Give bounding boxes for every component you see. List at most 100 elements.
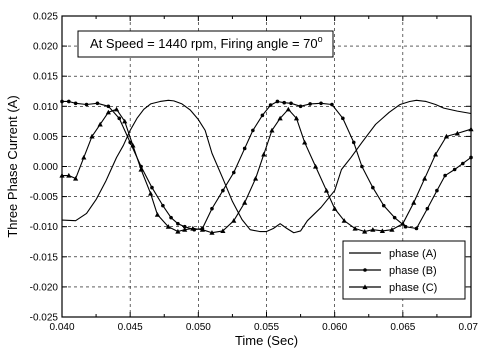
data-point bbox=[289, 101, 293, 106]
x-tick-label: 0.050 bbox=[186, 322, 211, 333]
y-tick-label: -0.015 bbox=[30, 252, 59, 263]
legend: phase (A) phase (B) phase (C) bbox=[342, 240, 466, 300]
data-point bbox=[461, 161, 465, 166]
data-point bbox=[293, 115, 300, 121]
data-point bbox=[113, 106, 120, 112]
data-point bbox=[190, 225, 196, 231]
data-point bbox=[363, 268, 367, 272]
data-point bbox=[360, 164, 364, 169]
data-point bbox=[403, 224, 408, 229]
x-axis: 0.040 0.045 0.050 0.055 0.060 0.065 0.070 bbox=[49, 16, 478, 333]
data-point bbox=[175, 228, 181, 234]
data-point bbox=[220, 228, 226, 233]
data-point bbox=[443, 133, 450, 139]
data-point bbox=[425, 206, 430, 211]
legend-label: phase (A) bbox=[389, 248, 437, 260]
y-tick-label: 0.025 bbox=[33, 12, 58, 23]
data-point bbox=[73, 101, 78, 106]
data-point bbox=[176, 221, 180, 226]
data-point bbox=[323, 187, 330, 193]
data-point bbox=[312, 163, 319, 169]
x-tick-label: 0.045 bbox=[118, 322, 143, 333]
x-tick-label: 0.060 bbox=[322, 322, 347, 333]
data-point bbox=[161, 203, 165, 208]
y-tick-label: -0.025 bbox=[30, 313, 59, 324]
annotation-superscript: o bbox=[318, 34, 323, 44]
data-point bbox=[351, 140, 356, 145]
data-point bbox=[269, 127, 275, 133]
legend-item: phase (A) bbox=[349, 248, 437, 260]
data-point bbox=[105, 109, 111, 115]
data-point bbox=[275, 99, 280, 104]
data-point bbox=[389, 227, 395, 232]
data-point bbox=[106, 104, 111, 109]
y-axis-label: Three Phase Current (A) bbox=[5, 95, 20, 237]
x-tick-label: 0.055 bbox=[254, 322, 279, 333]
y-tick-label: -0.005 bbox=[30, 192, 59, 203]
x-tick-label: 0.065 bbox=[390, 322, 415, 333]
data-point bbox=[165, 224, 171, 229]
data-point bbox=[285, 106, 291, 112]
annotation-main: At Speed = 1440 rpm, Firing angle = 70 bbox=[90, 36, 318, 51]
data-point bbox=[332, 206, 338, 211]
data-point bbox=[209, 230, 215, 235]
data-point bbox=[89, 133, 95, 139]
x-tick-label: 0.040 bbox=[49, 322, 74, 333]
series-layer bbox=[59, 99, 474, 235]
y-axis: 0.025 0.020 0.015 0.010 0.005 0.000 -0.005 -0.0… bbox=[30, 12, 471, 324]
data-point bbox=[67, 99, 71, 104]
series-1 bbox=[61, 99, 472, 234]
data-point bbox=[251, 128, 255, 133]
data-point bbox=[97, 121, 103, 127]
data-point bbox=[308, 102, 312, 106]
data-point bbox=[260, 113, 265, 118]
data-point bbox=[122, 118, 128, 124]
data-point bbox=[454, 130, 460, 136]
annotation-box: At Speed = 1440 rpm, Firing angle = 70o bbox=[77, 30, 334, 58]
annotation-text: At Speed = 1440 rpm, Firing angle = 70o bbox=[90, 34, 323, 51]
y-tick-label: 0.020 bbox=[33, 42, 58, 53]
data-point bbox=[154, 212, 161, 217]
data-point bbox=[150, 185, 154, 190]
legend-item: phase (B) bbox=[349, 265, 437, 277]
data-point bbox=[231, 218, 237, 223]
data-point bbox=[84, 102, 89, 107]
data-point bbox=[138, 166, 144, 172]
data-point bbox=[411, 200, 417, 205]
data-point bbox=[362, 228, 368, 234]
data-point bbox=[341, 218, 347, 223]
data-point bbox=[242, 146, 247, 151]
data-point bbox=[66, 172, 72, 178]
data-point bbox=[370, 227, 376, 232]
data-point bbox=[432, 151, 439, 157]
data-point bbox=[414, 226, 419, 231]
data-point bbox=[400, 221, 406, 226]
y-tick-label: 0.015 bbox=[33, 72, 58, 83]
y-tick-label: 0.010 bbox=[33, 102, 58, 113]
data-point bbox=[352, 225, 358, 231]
data-point bbox=[452, 167, 457, 172]
data-point bbox=[302, 139, 308, 145]
data-point bbox=[362, 284, 368, 290]
data-point bbox=[242, 200, 248, 205]
data-point bbox=[319, 101, 323, 106]
data-point bbox=[231, 170, 236, 175]
data-point bbox=[392, 215, 397, 220]
data-point bbox=[81, 154, 87, 160]
data-point bbox=[169, 215, 173, 220]
data-point bbox=[199, 227, 206, 232]
data-point bbox=[148, 190, 154, 196]
data-point bbox=[117, 116, 122, 121]
data-point bbox=[282, 100, 287, 105]
data-point bbox=[443, 173, 447, 178]
legend-label: phase (C) bbox=[389, 282, 437, 294]
series-3 bbox=[59, 106, 474, 235]
data-point bbox=[261, 151, 267, 157]
data-point bbox=[379, 228, 385, 233]
data-point bbox=[371, 185, 375, 190]
x-axis-label: Time (Sec) bbox=[235, 333, 298, 348]
data-point bbox=[130, 142, 136, 148]
data-point bbox=[341, 116, 345, 121]
annotation-frame bbox=[77, 30, 334, 58]
